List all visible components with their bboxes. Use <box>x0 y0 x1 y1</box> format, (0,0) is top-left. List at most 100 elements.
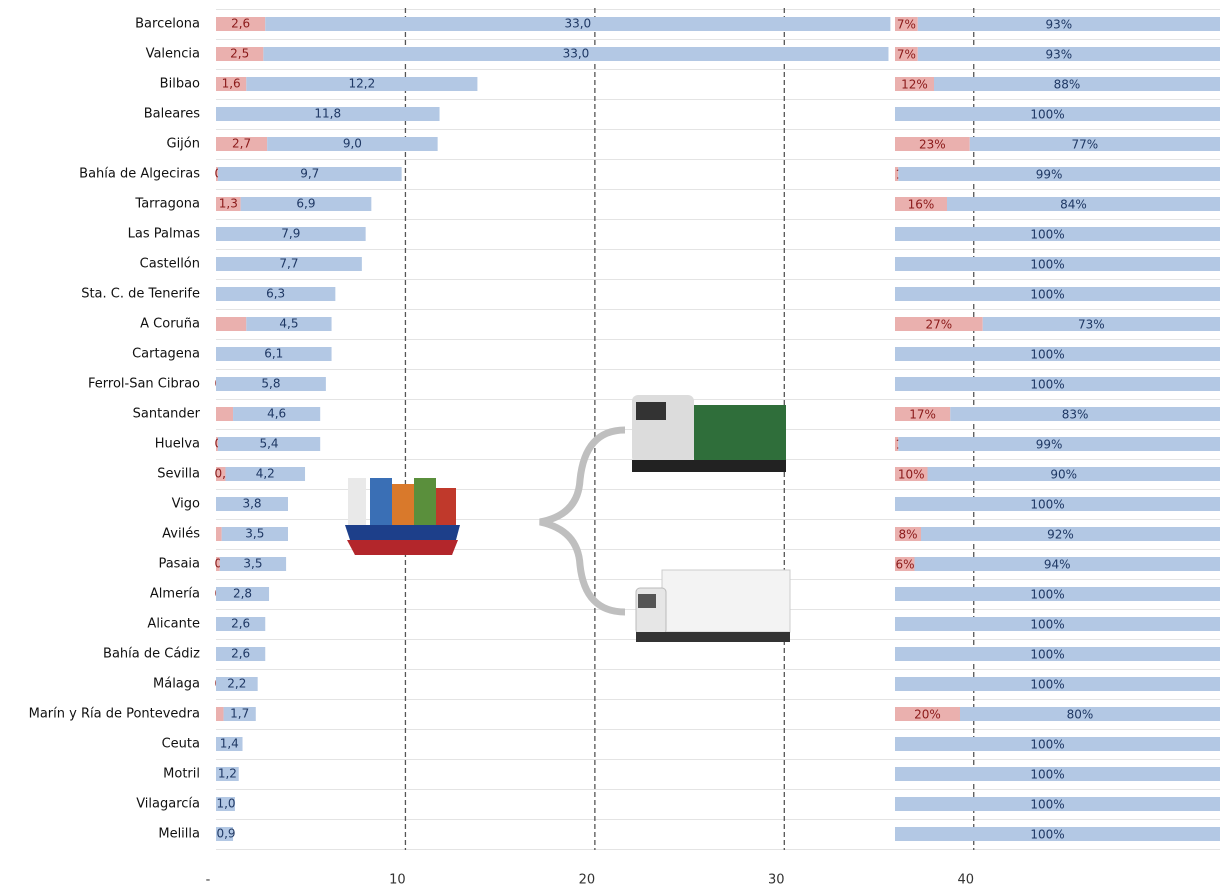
brace <box>539 426 626 616</box>
value-label: 2,6 <box>231 617 250 631</box>
percent-segment <box>895 407 951 421</box>
percent-segment <box>895 347 1220 361</box>
percent-segment <box>895 47 918 61</box>
category-label: Vilagarcía <box>136 797 200 812</box>
bar-segment <box>216 347 332 361</box>
train <box>632 395 786 472</box>
percent-segment <box>895 77 934 91</box>
percent-label: 8% <box>898 528 917 542</box>
percent-segment <box>895 167 899 181</box>
percent-segment <box>895 227 1220 241</box>
bar-segment <box>265 17 891 31</box>
category-label: Gijón <box>167 137 201 152</box>
percent-segment <box>969 137 1220 151</box>
bar-segment <box>216 167 218 181</box>
value-label: 6,1 <box>264 347 283 361</box>
containers <box>392 484 414 525</box>
bar-segment <box>216 647 266 661</box>
category-label: Ferrol-San Cibrao <box>88 377 200 392</box>
percent-segment <box>917 47 1220 61</box>
ship <box>345 478 460 555</box>
bars: Barcelona 2,6 33,0 Valencia 2,5 33,0 Bilbao 1,6… <box>29 17 1220 842</box>
percent-label: 73% <box>1078 318 1105 332</box>
percent-label: 100% <box>1030 288 1064 302</box>
value-label: 11,8 <box>314 107 341 121</box>
percent-segment <box>895 107 1220 121</box>
percent-segment <box>982 317 1220 331</box>
value-label: 2,5 <box>230 47 249 61</box>
percent-segment <box>895 617 1220 631</box>
category-label: Avilés <box>162 527 200 542</box>
percent-label: 100% <box>1030 228 1064 242</box>
category-label: Marín y Ría de Pontevedra <box>29 707 200 722</box>
bar-segment <box>216 707 224 721</box>
bar-segment <box>216 47 264 61</box>
locomotive-window <box>636 402 666 420</box>
bar-segment <box>267 137 438 151</box>
bar-segment <box>216 617 266 631</box>
category-label: Sevilla <box>157 467 200 482</box>
category-label: Bahía de Cádiz <box>103 647 200 662</box>
percent-segment <box>895 737 1220 751</box>
bar-segment <box>263 47 889 61</box>
wagon <box>694 405 786 460</box>
percent-segment <box>895 257 1220 271</box>
percent-segment <box>895 677 1220 691</box>
category-label: Ceuta <box>162 737 200 752</box>
percent-segment <box>895 287 1220 301</box>
bar-segment <box>216 497 288 511</box>
percent-segment <box>950 407 1220 421</box>
containers <box>436 488 456 525</box>
value-label: 3,5 <box>243 557 262 571</box>
percent-label: 84% <box>1060 198 1087 212</box>
bar-segment <box>216 257 362 271</box>
ship-hull-lower <box>347 540 458 555</box>
bar-segment <box>216 77 247 91</box>
percent-segment <box>947 197 1220 211</box>
value-label: 0,9 <box>216 827 235 841</box>
x-tick-label: 10 <box>389 873 406 888</box>
percent-label: 93% <box>1046 18 1073 32</box>
value-label: 33,0 <box>564 17 591 31</box>
bar-segment <box>216 467 226 481</box>
containers <box>414 478 436 525</box>
value-label: 7,9 <box>281 227 300 241</box>
value-label: 5,4 <box>259 437 278 451</box>
category-label: Melilla <box>158 827 200 842</box>
value-label: 1,0 <box>216 797 235 811</box>
percent-label: 100% <box>1030 348 1064 362</box>
percent-label: 99% <box>1036 438 1063 452</box>
bar-segment <box>216 557 220 571</box>
x-tick-label: 30 <box>768 873 785 888</box>
category-label: Santander <box>133 407 201 422</box>
category-label: Málaga <box>153 677 200 692</box>
bar-segment <box>216 287 336 301</box>
percent-label: 100% <box>1030 738 1064 752</box>
percent-label: 100% <box>1030 828 1064 842</box>
illustrations <box>345 395 791 642</box>
value-label: 1,2 <box>218 767 237 781</box>
value-label: 1,6 <box>222 77 241 91</box>
bar-segment <box>216 107 440 121</box>
percent-label: 12% <box>901 78 928 92</box>
percent-segment <box>895 527 921 541</box>
value-label: 2,8 <box>233 587 252 601</box>
percent-label: 7% <box>897 48 916 62</box>
percent-label: 94% <box>1044 558 1071 572</box>
percent-segment <box>895 17 918 31</box>
percent-label: 83% <box>1062 408 1089 422</box>
value-label: 12,2 <box>349 77 376 91</box>
bar-segment <box>246 317 332 331</box>
value-label: 1,7 <box>230 707 249 721</box>
percent-segment <box>895 437 899 451</box>
percent-label: 100% <box>1030 258 1064 272</box>
percent-segment <box>917 17 1220 31</box>
bar-segment <box>216 437 218 451</box>
category-label: Bilbao <box>160 77 200 92</box>
percent-label: 100% <box>1030 108 1064 122</box>
percent-segment <box>898 167 1220 181</box>
category-label: Baleares <box>144 107 201 122</box>
percent-label: 99% <box>1036 168 1063 182</box>
cab-window <box>638 594 656 608</box>
